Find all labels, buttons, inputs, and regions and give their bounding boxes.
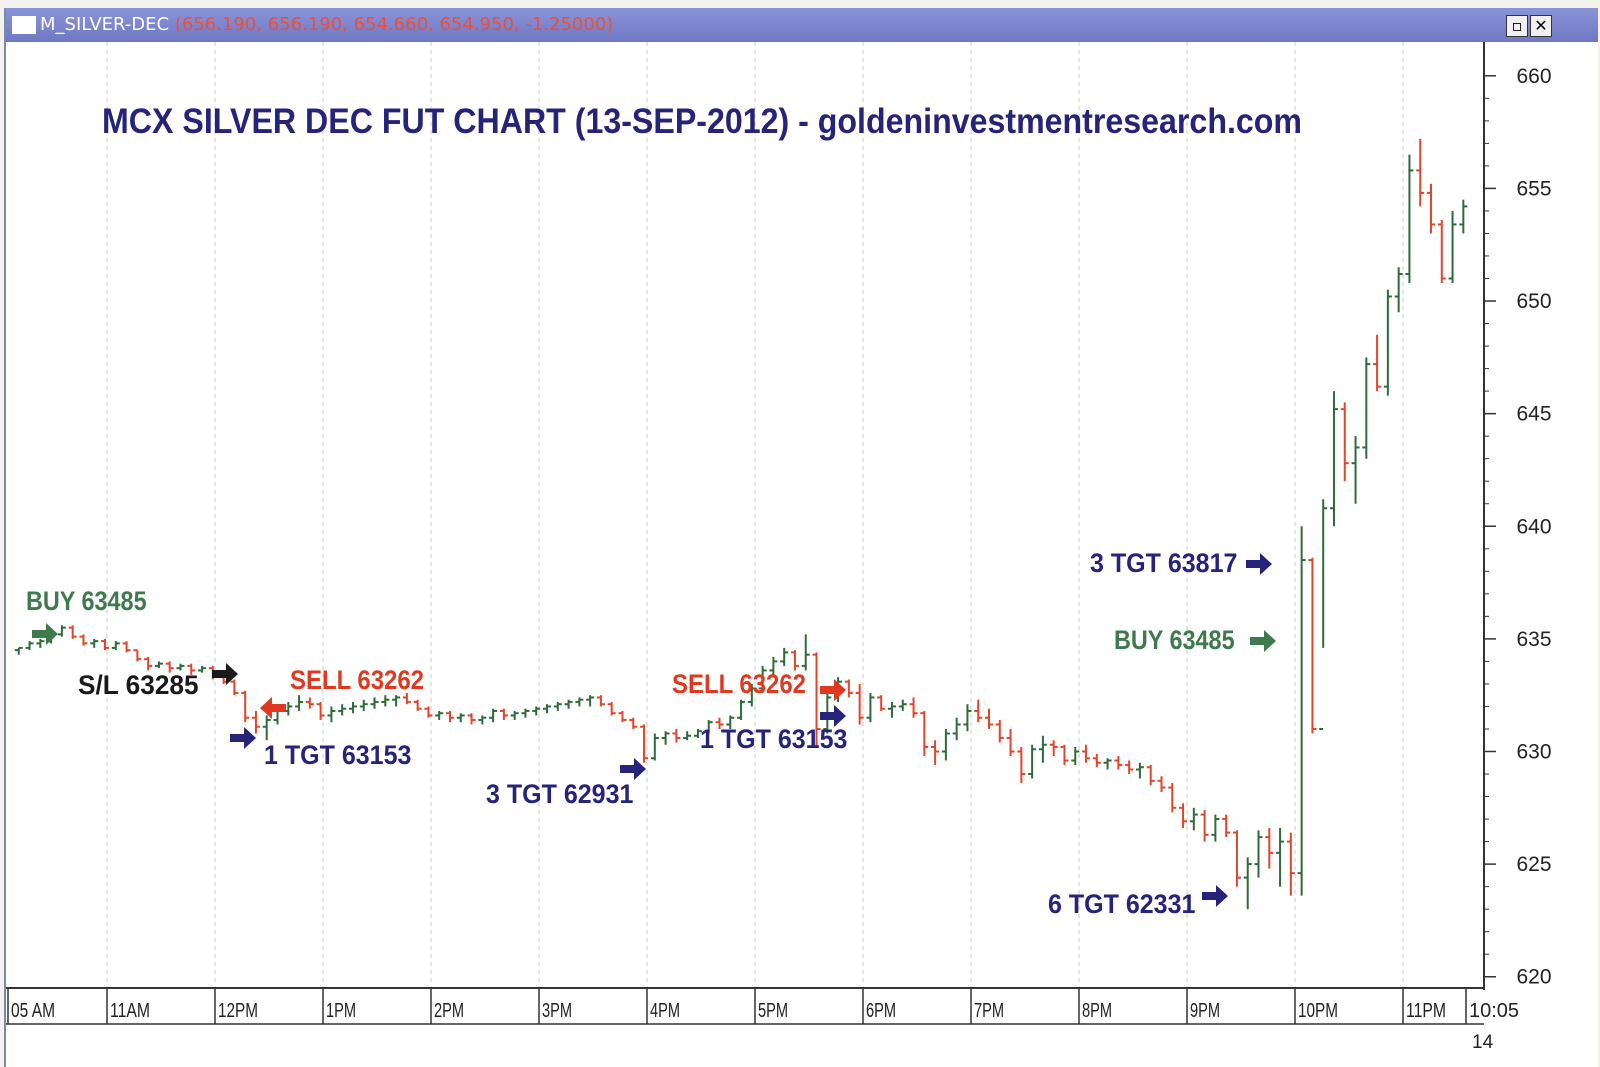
y-tick-label: 630 [1516,741,1551,764]
annotation-label: 3 TGT 62931 [486,779,633,809]
close-icon[interactable]: ✕ [1530,15,1552,37]
x-tick-label: 8PM [1082,1000,1112,1022]
annotation-label: S/L 63285 [78,670,199,700]
y-tick-label: 655 [1516,177,1551,200]
annotation-label: 1 TGT 63153 [264,740,411,770]
x-axis-band [6,990,1484,1026]
x-tick-label: 9PM [1190,1000,1220,1022]
y-tick-label: 645 [1516,403,1551,426]
annotation-arrow-icon [1202,885,1228,907]
annotation-arrow-icon [260,697,286,719]
x-tick-label: 05 AM [11,1000,55,1022]
ohlc-chart[interactable]: 620 625 630 635 640 645 650 655 660 05 AM 11AM 12PM… [6,8,1598,1067]
annotation-arrow-icon [820,705,846,727]
ohlc-readout: (656.190, 656.190, 654.660, 654.950, -1.… [174,14,614,35]
annotation-label: SELL 63262 [290,665,424,695]
y-tick-label: 640 [1516,515,1551,538]
annotation-label: 1 TGT 63153 [700,724,847,754]
annotation-arrow-icon [32,623,58,645]
x-tick-label: 11AM [110,1000,150,1022]
symbol-name: M_SILVER-DEC [40,14,170,35]
y-tick-label: 625 [1516,853,1551,876]
annotation-label: SELL 63262 [672,669,806,699]
y-tick-label: 620 [1516,966,1551,989]
y-tick-label: 635 [1516,628,1551,651]
window-icon [12,16,36,34]
y-tick-label: 650 [1516,290,1551,313]
x-tick-label: 1PM [326,1000,356,1022]
x-tick-label: 3PM [542,1000,572,1022]
x-tick-label: 10:05 [1469,1000,1519,1022]
annotation-arrow-icon [1250,630,1276,652]
y-tick-label: 660 [1516,65,1551,88]
annotation-label: BUY 63485 [1114,625,1235,655]
x-tick-label: 7PM [974,1000,1004,1022]
x-tick-label: 5PM [758,1000,788,1022]
annotation-arrow-icon [1246,553,1272,575]
x-tick-label: 11PM [1406,1000,1446,1022]
annotation-arrow-icon [620,758,646,780]
x-tick-label: 6PM [866,1000,896,1022]
annotation-label: 3 TGT 63817 [1090,548,1237,578]
restore-icon[interactable]: ▫ [1506,15,1528,37]
chart-title: MCX SILVER DEC FUT CHART (13-SEP-2012) -… [102,102,1302,141]
x-sub-tick-label: 14 [1472,1032,1494,1053]
annotation-arrow-icon [212,663,238,685]
annotation-label: 6 TGT 62331 [1048,889,1195,919]
annotation-label: BUY 63485 [26,586,147,616]
chart-title-bar[interactable]: M_SILVER-DEC (656.190, 656.190, 654.660,… [6,8,1598,42]
x-tick-label: 10PM [1298,1000,1338,1022]
annotation-arrow-icon [230,727,256,749]
x-tick-label: 2PM [434,1000,464,1022]
chart-window: 620 625 630 635 640 645 650 655 660 05 AM 11AM 12PM… [4,8,1598,1067]
x-tick-label: 12PM [218,1000,258,1022]
annotation-arrow-icon [820,679,846,701]
x-tick-label: 4PM [650,1000,680,1022]
